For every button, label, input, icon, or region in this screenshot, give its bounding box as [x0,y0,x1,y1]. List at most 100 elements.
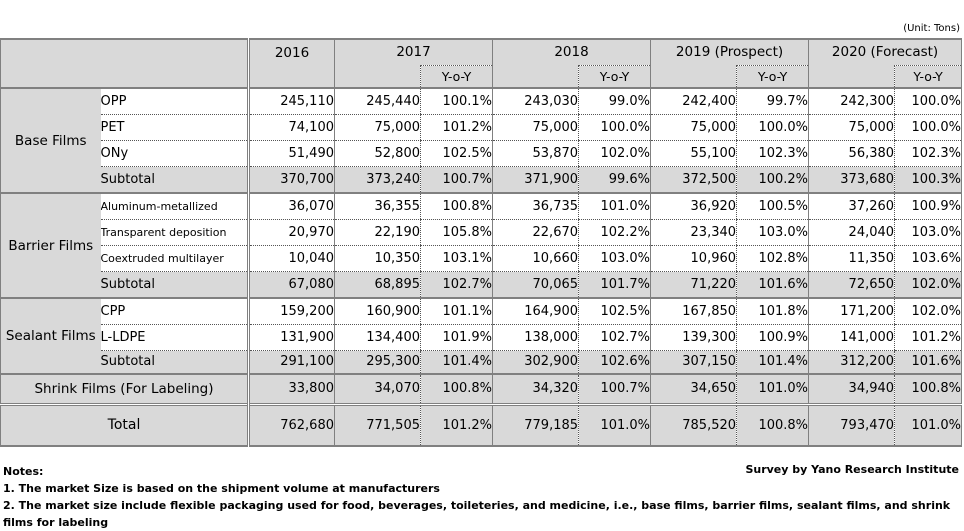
yoy-cell: 100.0% [894,114,962,141]
yoy-cell: 101.9% [419,324,493,351]
yoy-cell: 100.0% [578,114,651,141]
yoy-cell: 101.0% [894,402,962,447]
yoy-cell: 101.2% [419,402,493,447]
subtotal-row: Subtotal 370,700 373,240 100.7% 371,900 99.6%… [1,166,962,193]
value-cell: 22,190 [334,219,421,246]
yoy-cell: 102.0% [894,271,962,298]
unit-label: (Unit: Tons) [903,23,960,34]
yoy-cell: 103.0% [578,245,651,272]
yoy-cell: 101.0% [736,373,809,404]
value-cell: 34,320 [492,373,579,404]
value-cell: 373,680 [808,166,895,193]
value-cell: 167,850 [650,297,737,325]
shrink-row: Shrink Films (For Labeling) 33,800 34,070 1… [0,373,962,404]
value-cell: 10,660 [492,245,579,272]
value-cell: 291,100 [248,350,335,374]
value-cell: 72,650 [808,271,895,298]
row-label: Coextruded multilayer [100,245,250,272]
source-label: Survey by Yano Research Institute [745,463,959,476]
value-cell: 23,340 [650,219,737,246]
value-cell: 22,670 [492,219,579,246]
notes-title: Notes: [3,465,44,478]
value-cell: 33,800 [248,373,335,404]
value-cell: 139,300 [650,324,737,351]
value-cell: 245,110 [248,87,335,115]
value-cell: 10,040 [248,245,335,272]
yoy-cell: 105.8% [419,219,493,246]
yoy-cell: 100.9% [894,192,962,220]
row-label: CPP [100,297,250,325]
yoy-cell: 101.1% [419,297,493,325]
yoy-cell: 100.0% [894,87,962,115]
value-cell: 762,680 [248,402,335,447]
value-cell: 36,070 [248,192,335,220]
yoy-cell: 100.8% [419,192,493,220]
subtotal-label: Subtotal [100,166,250,193]
yoy-cell: 100.7% [578,373,651,404]
subheader-blank [808,65,895,88]
yoy-cell: 99.0% [578,87,651,115]
value-cell: 138,000 [492,324,579,351]
row-label: L-LDPE [100,324,250,351]
column-header: 2019 (Prospect) [650,39,809,65]
value-cell: 10,960 [650,245,737,272]
value-cell: 37,260 [808,192,895,220]
yoy-cell: 101.6% [894,350,962,374]
row-label: PET [100,114,250,141]
total-label: Total [0,402,250,447]
yoy-header: Y-o-Y [419,64,493,88]
value-cell: 131,900 [248,324,335,351]
value-cell: 371,900 [492,166,579,193]
row-label: Aluminum-metallized [100,192,250,220]
value-cell: 785,520 [650,402,737,447]
yoy-cell: 102.7% [419,271,493,298]
yoy-cell: 101.4% [736,350,809,374]
yoy-cell: 100.8% [736,402,809,447]
value-cell: 372,500 [650,166,737,193]
yoy-header: Y-o-Y [578,64,651,88]
value-cell: 307,150 [650,350,737,374]
value-cell: 52,800 [334,140,421,167]
subheader-blank [650,65,737,88]
subheader-blank [248,65,335,88]
value-cell: 312,200 [808,350,895,374]
yoy-cell: 101.8% [736,297,809,325]
value-cell: 245,440 [334,87,421,115]
yoy-cell: 102.3% [736,140,809,167]
row-label: ONy [100,140,250,167]
yoy-cell: 102.2% [578,219,651,246]
yoy-cell: 103.0% [894,219,962,246]
column-header: 2020 (Forecast) [808,39,962,65]
yoy-header: Y-o-Y [736,64,809,88]
yoy-cell: 102.5% [419,140,493,167]
value-cell: 75,000 [492,114,579,141]
table-row: Base Films OPP 245,110 245,440 100.1% 243,030… [0,87,962,194]
yoy-cell: 101.7% [578,271,651,298]
value-cell: 67,080 [248,271,335,298]
header-corner [0,39,250,88]
yoy-cell: 101.0% [578,192,651,220]
yoy-cell: 100.3% [894,166,962,193]
yoy-cell: 101.2% [419,114,493,141]
row-label: Transparent deposition [100,219,250,246]
value-cell: 141,000 [808,324,895,351]
value-cell: 159,200 [248,297,335,325]
yoy-cell: 100.8% [419,373,493,404]
value-cell: 24,040 [808,219,895,246]
value-cell: 68,895 [334,271,421,298]
row-label: OPP [100,87,250,115]
value-cell: 20,970 [248,219,335,246]
group-label: Base Films [0,87,101,194]
yoy-cell: 100.5% [736,192,809,220]
value-cell: 164,900 [492,297,579,325]
yoy-cell: 100.2% [736,166,809,193]
value-cell: 75,000 [808,114,895,141]
subtotal-label: Subtotal [100,271,250,298]
value-cell: 36,735 [492,192,579,220]
yoy-cell: 102.7% [578,324,651,351]
yoy-cell: 103.0% [736,219,809,246]
value-cell: 75,000 [650,114,737,141]
value-cell: 373,240 [334,166,421,193]
value-cell: 36,355 [334,192,421,220]
yoy-cell: 100.1% [419,87,493,115]
